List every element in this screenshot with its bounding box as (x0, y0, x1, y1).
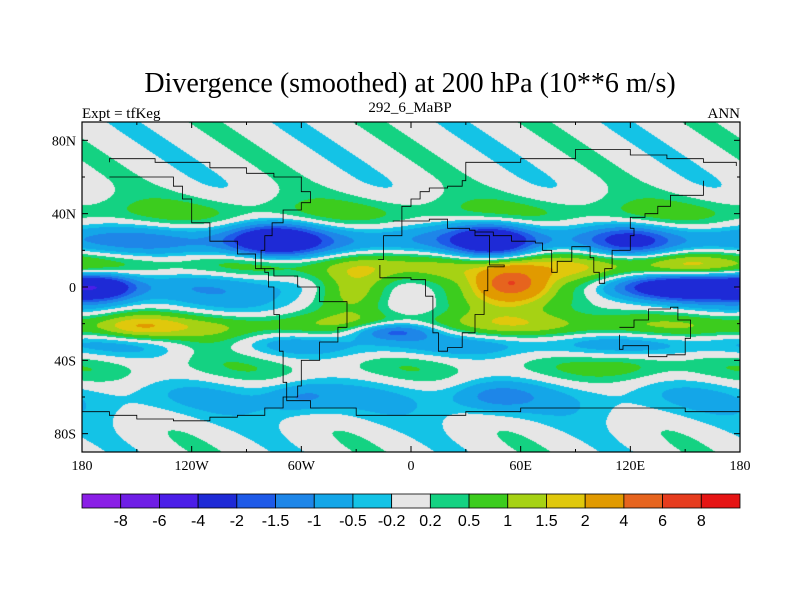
divergence-field (82, 122, 740, 452)
colorbar-label: 8 (697, 513, 706, 530)
x-tick-label: 180 (730, 459, 751, 474)
coastline (475, 180, 704, 284)
coastline (619, 306, 691, 358)
colorbar-box (81, 493, 122, 509)
colorbar-box (468, 493, 509, 509)
colorbar-box (313, 493, 354, 509)
y-tick-label: 40N (52, 208, 76, 223)
y-tick-label: 80S (54, 428, 76, 443)
left-string: Expt = tfKeg (82, 106, 161, 122)
colorbar-label: -0.2 (378, 513, 406, 530)
x-axis-ticks: 180 120W 60W 0 60E 120E 180 (72, 122, 751, 474)
colorbar-box (275, 493, 315, 509)
y-axis-ticks: 80N 40N 0 40S 80S (52, 134, 740, 443)
y-tick-label: 0 (69, 281, 76, 296)
colorbar-label: -4 (191, 513, 205, 530)
colorbar-box (197, 493, 238, 509)
chart-title: Divergence (smoothed) at 200 hPa (10**6 … (144, 68, 675, 99)
colorbar-box (700, 493, 741, 509)
y-tick-label: 80N (52, 134, 76, 149)
x-tick-label: 180 (72, 459, 93, 474)
colorbar-label: -2 (230, 513, 244, 530)
colorbar-box (623, 493, 663, 509)
coastline (82, 268, 740, 422)
center-string: 292_6_MaBP (368, 100, 451, 116)
colorbar-box (120, 493, 160, 509)
coastline (392, 149, 737, 222)
x-tick-label: 120W (175, 459, 210, 474)
y-tick-label: 40S (54, 354, 76, 369)
colorbar-box (507, 493, 547, 509)
x-tick-label: 120E (616, 459, 646, 474)
map-panel (81, 121, 741, 453)
colorbar-label: 1 (503, 513, 512, 530)
coastlines (82, 149, 740, 422)
colorbar-box (546, 493, 586, 509)
colorbar-box (584, 493, 625, 509)
colorbar-label: -8 (114, 513, 128, 530)
colorbar-label: -0.5 (339, 513, 367, 530)
coastline (378, 218, 505, 352)
coastline (109, 158, 311, 270)
right-string: ANN (708, 106, 741, 122)
colorbar-label: -1.5 (262, 513, 290, 530)
colorbar-label: 1.5 (535, 513, 557, 530)
colorbar-box (429, 493, 470, 509)
colorbar-label: -6 (152, 513, 166, 530)
x-tick-label: 0 (408, 459, 415, 474)
colorbar-label: 0.2 (419, 513, 441, 530)
colorbar-label: 6 (658, 513, 667, 530)
colorbar-label: -1 (307, 513, 321, 530)
colorbar-label: 2 (581, 513, 590, 530)
colorbar-label: 4 (619, 513, 628, 530)
colorbar-box (236, 493, 276, 509)
x-tick-label: 60E (509, 459, 532, 474)
x-tick-label: 60W (288, 459, 316, 474)
colorbar-label: 0.5 (458, 513, 480, 530)
colorbar-box (391, 493, 431, 509)
colorbar-box (159, 493, 199, 509)
colorbar-box (352, 493, 393, 509)
colorbar: -8 -6 -4 -2 -1.5 -1 -0.5 -0.2 0.2 0.5 1 1.5 2 4 6 8 (81, 493, 741, 530)
colorbar-box (662, 493, 702, 509)
